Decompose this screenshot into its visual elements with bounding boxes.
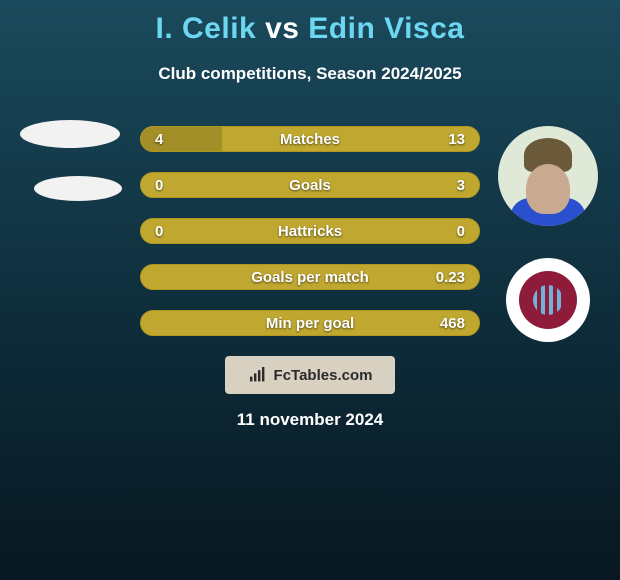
stat-label: Min per goal — [266, 315, 354, 332]
club-logo-stripes — [533, 285, 563, 315]
brand-badge: FcTables.com — [225, 356, 395, 394]
stat-label: Goals per match — [251, 269, 369, 286]
stat-right-value: 3 — [457, 177, 465, 194]
stat-left-value: 0 — [155, 223, 163, 240]
stat-right-value: 0.23 — [436, 269, 465, 286]
stat-bar: Goals per match 0.23 — [140, 264, 480, 290]
player2-club-logo — [506, 258, 590, 342]
player2-name: Edin Visca — [308, 12, 464, 45]
stat-bar: 0 Goals 3 — [140, 172, 480, 198]
vs-text: vs — [265, 12, 299, 45]
player2-avatar — [498, 126, 598, 226]
brand-text: FcTables.com — [274, 367, 373, 384]
subtitle: Club competitions, Season 2024/2025 — [0, 64, 620, 84]
player1-name: I. Celik — [156, 12, 257, 45]
stat-bar: Min per goal 468 — [140, 310, 480, 336]
stat-bar: 4 Matches 13 — [140, 126, 480, 152]
avatar-face — [526, 164, 570, 214]
date-text: 11 november 2024 — [237, 410, 383, 430]
stat-left-value: 0 — [155, 177, 163, 194]
page-title: I. Celik vs Edin Visca — [0, 0, 620, 46]
stat-bars: 4 Matches 13 0 Goals 3 0 Hattricks 0 Goals per ma… — [140, 126, 480, 356]
comparison-infographic: I. Celik vs Edin Visca Club competitions… — [0, 0, 620, 580]
stat-right-value: 13 — [448, 131, 465, 148]
chart-icon — [248, 367, 268, 383]
player1-club-placeholder — [34, 176, 122, 201]
club-logo-inner — [519, 271, 577, 329]
stat-right-value: 0 — [457, 223, 465, 240]
left-player-badges — [20, 120, 122, 201]
stat-right-value: 468 — [440, 315, 465, 332]
stat-label: Matches — [280, 131, 340, 148]
stat-label: Hattricks — [278, 223, 342, 240]
stat-bar: 0 Hattricks 0 — [140, 218, 480, 244]
stat-left-value: 4 — [155, 131, 163, 148]
right-player-badges — [498, 126, 598, 342]
player1-avatar-placeholder — [20, 120, 120, 148]
stat-label: Goals — [289, 177, 331, 194]
